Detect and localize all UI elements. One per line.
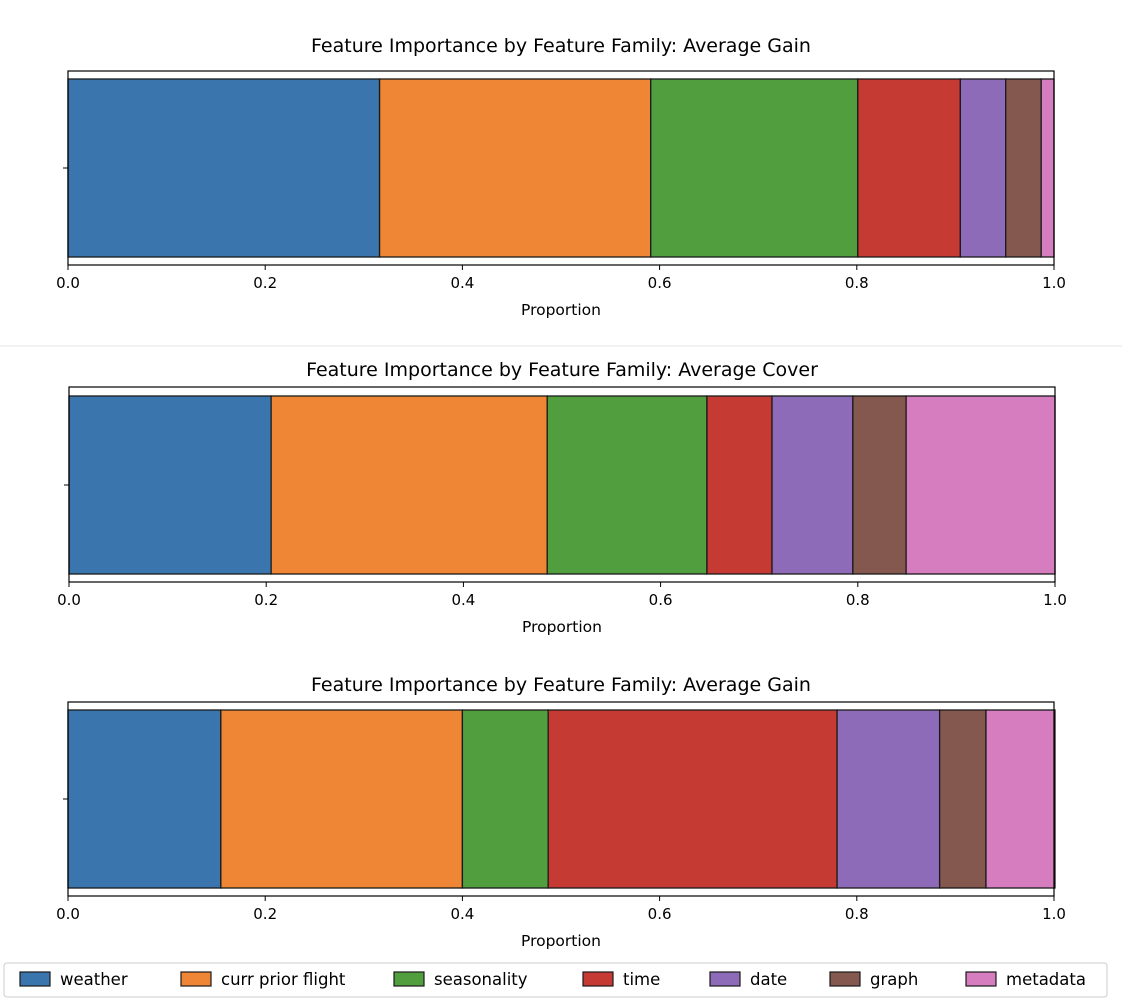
bar-segment-metadata	[985, 709, 1056, 889]
x-axis-label: Proportion	[521, 301, 601, 319]
legend-label-time: time	[623, 970, 660, 989]
bar-segment-curr-prior-flight	[220, 709, 464, 889]
chart-title: Feature Importance by Feature Family: Av…	[311, 674, 811, 696]
x-tick-label: 0.8	[845, 905, 869, 923]
bar-segment-seasonality	[461, 709, 549, 889]
bar-segment-weather	[68, 395, 272, 575]
x-tick-label: 0.4	[450, 274, 474, 292]
x-tick-label: 0.0	[56, 274, 80, 292]
chart-panel-3: Feature Importance by Feature Family: Av…	[56, 674, 1066, 950]
bar-segment-curr-prior-flight	[378, 78, 652, 258]
bar-segment-metadata	[905, 395, 1056, 575]
x-tick-label: 0.0	[56, 905, 80, 923]
x-tick-label: 0.8	[845, 274, 869, 292]
legend-swatch-date	[709, 971, 741, 987]
x-tick-label: 0.6	[648, 905, 672, 923]
x-tick-label: 0.2	[254, 591, 278, 609]
legend: weather curr prior flight seasonality time d…	[3, 962, 1108, 998]
x-tick-label: 0.6	[649, 591, 673, 609]
bar-segment-date	[836, 709, 941, 889]
bar-segment-graph	[938, 709, 987, 889]
legend-frame	[3, 962, 1108, 998]
chart-title: Feature Importance by Feature Family: Av…	[306, 359, 818, 381]
x-tick-label: 0.2	[253, 905, 277, 923]
legend-label-metadata: metadata	[1006, 970, 1086, 989]
x-tick-label: 0.2	[253, 274, 277, 292]
bar-segment-weather	[67, 709, 222, 889]
bar-segment-time	[706, 395, 773, 575]
x-tick-label: 0.4	[451, 591, 475, 609]
x-tick-label: 0.4	[450, 905, 474, 923]
legend-label-date: date	[750, 970, 787, 989]
bar-segment-date	[771, 395, 854, 575]
legend-label-weather: weather	[60, 970, 128, 989]
x-axis-label: Proportion	[521, 932, 601, 950]
x-tick-label: 0.0	[57, 591, 81, 609]
x-axis-label: Proportion	[522, 618, 602, 636]
bar-segment-graph	[1005, 78, 1042, 258]
bar-segment-date	[959, 78, 1007, 258]
x-tick-label: 0.8	[846, 591, 870, 609]
bar-segment-seasonality	[546, 395, 708, 575]
legend-swatch-time	[582, 971, 614, 987]
chart-panel-1: Feature Importance by Feature Family: Av…	[56, 35, 1066, 319]
legend-swatch-metadata	[965, 971, 997, 987]
legend-swatch-graph	[829, 971, 861, 987]
legend-label-graph: graph	[870, 970, 918, 989]
x-tick-label: 1.0	[1042, 274, 1066, 292]
chart-title: Feature Importance by Feature Family: Av…	[311, 35, 811, 57]
chart-panel-2: Feature Importance by Feature Family: Av…	[57, 359, 1067, 636]
bar-segment-time	[857, 78, 961, 258]
bar-segment-metadata	[1040, 78, 1055, 258]
x-tick-label: 1.0	[1042, 905, 1066, 923]
bar-segment-seasonality	[650, 78, 859, 258]
bar-segment-curr-prior-flight	[270, 395, 548, 575]
x-tick-label: 0.6	[648, 274, 672, 292]
legend-swatch-curr-prior-flight	[180, 971, 212, 987]
bar-segment-time	[547, 709, 838, 889]
legend-label-curr-prior-flight: curr prior flight	[221, 970, 346, 989]
bar-segment-graph	[852, 395, 907, 575]
legend-swatch-seasonality	[393, 971, 425, 987]
bar-segment-weather	[67, 78, 381, 258]
legend-swatch-weather	[19, 971, 51, 987]
legend-label-seasonality: seasonality	[434, 970, 528, 989]
x-tick-label: 1.0	[1043, 591, 1067, 609]
